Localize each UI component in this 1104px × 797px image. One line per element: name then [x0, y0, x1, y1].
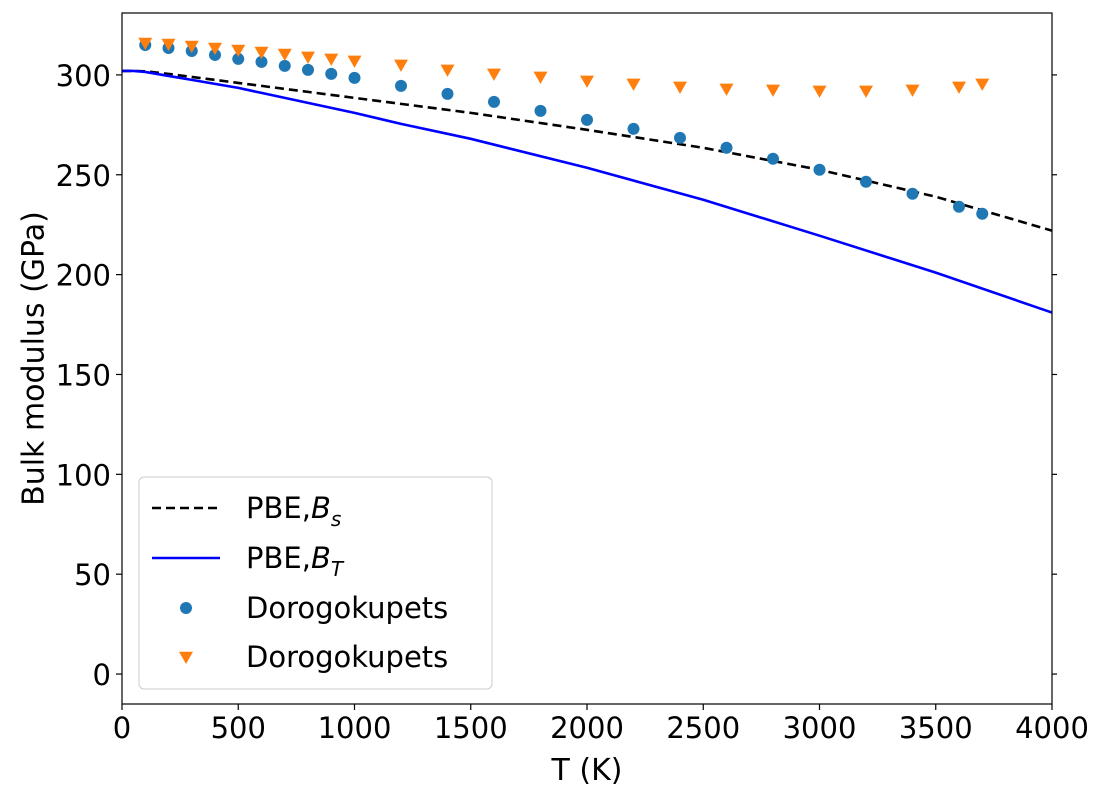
data-point-triangle: [208, 42, 222, 55]
data-point-circle: [232, 52, 245, 65]
x-tick-label: 3000: [783, 711, 857, 745]
data-point-triangle: [254, 46, 269, 59]
y-tick-label: 300: [56, 59, 111, 93]
data-point-triangle: [673, 81, 687, 94]
data-point-circle: [441, 87, 454, 100]
x-tick-label: 2000: [550, 711, 624, 745]
data-point-circle: [395, 79, 407, 92]
series-line-1: [122, 69, 1052, 314]
data-point-triangle: [905, 84, 920, 97]
data-point-circle: [302, 63, 314, 76]
data-point-triangle: [626, 78, 641, 91]
x-tick-label: 2500: [666, 711, 740, 745]
data-point-triangle: [277, 48, 292, 61]
data-point-triangle: [533, 71, 548, 84]
data-point-triangle: [324, 53, 339, 66]
y-tick-label: 250: [56, 159, 111, 193]
x-axis-label: T (K): [551, 753, 623, 788]
x-tick-label: 500: [211, 711, 266, 745]
data-point-triangle: [766, 84, 780, 97]
y-tick-label: 0: [93, 658, 111, 692]
data-point-circle: [674, 131, 686, 144]
plot-data-layer: [122, 37, 1052, 314]
data-point-circle: [767, 152, 779, 165]
y-axis-label: Bulk modulus (GPa): [17, 211, 52, 506]
data-point-triangle: [301, 51, 315, 64]
y-tick-label: 100: [56, 458, 111, 492]
data-point-triangle: [952, 81, 966, 94]
data-point-circle: [720, 141, 733, 154]
data-point-circle: [581, 113, 593, 126]
data-point-circle: [325, 67, 338, 80]
series-line-0: [122, 69, 1052, 232]
data-point-triangle: [812, 85, 827, 98]
data-point-triangle: [394, 59, 408, 72]
data-point-circle: [488, 95, 500, 108]
data-point-triangle: [580, 75, 594, 88]
data-point-triangle: [161, 38, 176, 51]
legend: PBE,Bs PBE,BT Dorogokupets Dorogokupets: [138, 476, 493, 690]
data-point-triangle: [975, 78, 990, 91]
x-tick-label: 1000: [318, 711, 392, 745]
data-point-circle: [976, 207, 989, 220]
axis-ticks: 0 500 1000 1500 2000 2500 3000 3500 4000 0 50 100 15…: [56, 59, 1089, 745]
legend-label: PBE,BT: [246, 541, 345, 581]
data-point-circle: [627, 122, 640, 135]
x-tick-label: 0: [113, 711, 131, 745]
data-point-circle: [813, 163, 826, 176]
legend-label: Dorogokupets: [246, 640, 448, 674]
x-tick-label: 3500: [899, 711, 973, 745]
data-point-circle: [278, 59, 291, 72]
data-point-circle: [534, 104, 547, 117]
data-point-triangle: [487, 68, 501, 81]
data-point-triangle: [440, 64, 455, 77]
data-point-circle: [860, 175, 872, 188]
legend-label: Dorogokupets: [246, 591, 448, 625]
y-tick-label: 200: [56, 259, 111, 293]
data-point-triangle: [231, 44, 246, 57]
legend-handle-circle: [180, 602, 192, 614]
data-point-circle: [348, 71, 361, 84]
y-tick-label: 50: [74, 558, 111, 592]
legend-box: [138, 476, 493, 690]
data-point-triangle: [184, 40, 199, 53]
legend-handle-triangle: [179, 651, 193, 664]
data-point-triangle: [138, 37, 153, 50]
data-point-triangle: [347, 55, 362, 68]
data-point-circle: [255, 55, 268, 68]
data-point-circle: [953, 200, 965, 213]
x-tick-label: 4000: [1015, 711, 1089, 745]
x-tick-label: 1500: [434, 711, 508, 745]
y-tick-label: 150: [56, 358, 111, 392]
data-point-triangle: [859, 85, 873, 98]
data-point-circle: [906, 187, 919, 200]
legend-label: PBE,Bs: [246, 491, 341, 531]
data-point-triangle: [719, 83, 734, 96]
